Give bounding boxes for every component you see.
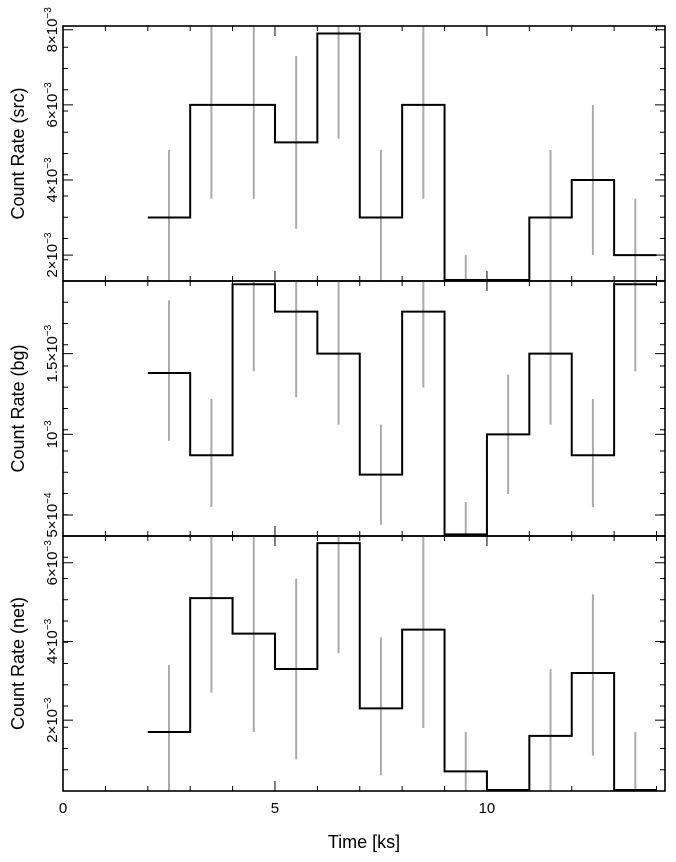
x-tick-label: 10 xyxy=(479,800,496,817)
step-line-src xyxy=(147,32,657,281)
y-tick-label: 1.5×10−3 xyxy=(43,324,61,382)
panel-frame xyxy=(62,280,666,537)
y-tick-label: 6×10−3 xyxy=(43,540,61,586)
y-tick-label: 2×10−3 xyxy=(43,232,61,278)
panel-bg: 5×10−4 10−3 1.5×10−3 Count Rate (bg) xyxy=(8,280,666,538)
y-tick-label: 4×10−3 xyxy=(43,618,61,664)
y-tick-label: 4×10−3 xyxy=(43,157,61,203)
x-axis-label: Time [ks] xyxy=(328,832,400,852)
panels-layer: 2×10−3 4×10−3 6×10−3 8×10−3 Count Rate (src)… xyxy=(8,7,666,817)
y-tick-label: 6×10−3 xyxy=(43,82,61,128)
panel-frame xyxy=(62,25,666,282)
y-tick-label: 5×10−4 xyxy=(43,492,61,538)
y-axis-label-bg: Count Rate (bg) xyxy=(8,344,28,472)
y-tick-label: 8×10−3 xyxy=(43,7,61,53)
x-tick-label: 5 xyxy=(271,800,279,817)
y-tick-label: 10−3 xyxy=(43,420,61,449)
panel-net: 2×10−3 4×10−3 6×10−3 Count Rate (net) xyxy=(8,535,666,792)
x-tick-label: 0 xyxy=(59,800,67,817)
y-tick-label: 2×10−3 xyxy=(43,697,61,743)
y-axis-label-net: Count Rate (net) xyxy=(8,597,28,730)
step-line-net xyxy=(147,542,657,791)
panel-frame xyxy=(62,535,666,792)
panel-src: 2×10−3 4×10−3 6×10−3 8×10−3 Count Rate (src) xyxy=(8,7,666,282)
y-axis-label-src: Count Rate (src) xyxy=(8,87,28,219)
step-line-bg xyxy=(147,283,657,536)
